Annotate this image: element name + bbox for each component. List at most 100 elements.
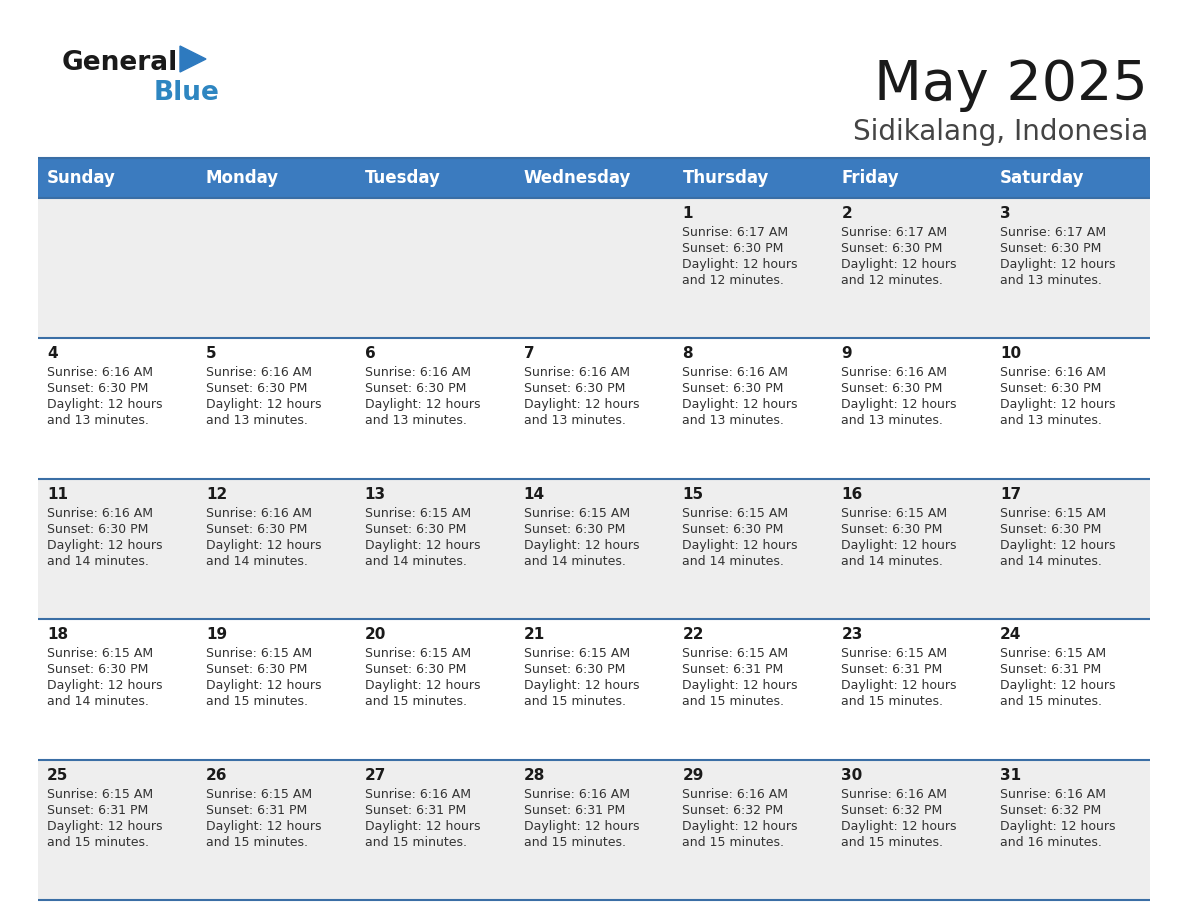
Text: Daylight: 12 hours: Daylight: 12 hours [48,679,163,692]
Text: Sunrise: 6:15 AM: Sunrise: 6:15 AM [524,647,630,660]
Text: 15: 15 [682,487,703,502]
Text: Sunrise: 6:16 AM: Sunrise: 6:16 AM [206,366,312,379]
Text: Sunrise: 6:16 AM: Sunrise: 6:16 AM [48,507,153,520]
Text: Sidikalang, Indonesia: Sidikalang, Indonesia [853,118,1148,146]
Text: and 14 minutes.: and 14 minutes. [524,554,625,568]
Bar [38,339,1150,479]
Text: Sunset: 6:30 PM: Sunset: 6:30 PM [48,522,148,536]
Text: Daylight: 12 hours: Daylight: 12 hours [48,820,163,833]
Bar [38,198,1150,339]
Text: Sunset: 6:30 PM: Sunset: 6:30 PM [682,242,784,255]
Text: Daylight: 12 hours: Daylight: 12 hours [365,539,480,552]
Text: and 15 minutes.: and 15 minutes. [524,695,626,708]
Text: 30: 30 [841,767,862,783]
Text: and 14 minutes.: and 14 minutes. [682,554,784,568]
Text: Friday: Friday [841,169,899,187]
Text: Sunrise: 6:15 AM: Sunrise: 6:15 AM [841,647,947,660]
Text: Sunrise: 6:16 AM: Sunrise: 6:16 AM [682,366,789,379]
Text: Sunrise: 6:15 AM: Sunrise: 6:15 AM [1000,647,1106,660]
Text: and 15 minutes.: and 15 minutes. [365,835,467,848]
Text: and 13 minutes.: and 13 minutes. [365,414,467,428]
Text: and 13 minutes.: and 13 minutes. [1000,274,1102,287]
Text: Monday: Monday [206,169,279,187]
Text: Sunrise: 6:16 AM: Sunrise: 6:16 AM [365,366,470,379]
Text: Sunset: 6:31 PM: Sunset: 6:31 PM [206,803,308,817]
Bar [833,158,991,198]
Text: and 13 minutes.: and 13 minutes. [206,414,308,428]
Text: 7: 7 [524,346,535,362]
Text: Sunrise: 6:17 AM: Sunrise: 6:17 AM [682,226,789,239]
Text: Sunrise: 6:15 AM: Sunrise: 6:15 AM [682,647,789,660]
Text: Daylight: 12 hours: Daylight: 12 hours [1000,539,1116,552]
Text: and 15 minutes.: and 15 minutes. [841,695,943,708]
Text: 12: 12 [206,487,227,502]
Text: Sunrise: 6:15 AM: Sunrise: 6:15 AM [48,647,153,660]
Text: Sunrise: 6:15 AM: Sunrise: 6:15 AM [365,647,470,660]
Text: Daylight: 12 hours: Daylight: 12 hours [365,820,480,833]
Text: Sunset: 6:30 PM: Sunset: 6:30 PM [524,663,625,677]
Text: Sunset: 6:30 PM: Sunset: 6:30 PM [206,522,308,536]
Text: Daylight: 12 hours: Daylight: 12 hours [841,679,956,692]
Text: General: General [62,50,178,76]
Text: Daylight: 12 hours: Daylight: 12 hours [1000,398,1116,411]
Text: Sunset: 6:30 PM: Sunset: 6:30 PM [1000,522,1101,536]
Text: 31: 31 [1000,767,1022,783]
Text: Daylight: 12 hours: Daylight: 12 hours [682,679,798,692]
Text: 29: 29 [682,767,703,783]
Text: Sunset: 6:30 PM: Sunset: 6:30 PM [1000,242,1101,255]
Text: and 14 minutes.: and 14 minutes. [48,554,148,568]
Text: Sunrise: 6:15 AM: Sunrise: 6:15 AM [682,507,789,520]
Text: Daylight: 12 hours: Daylight: 12 hours [682,258,798,271]
Text: Sunset: 6:30 PM: Sunset: 6:30 PM [365,383,466,396]
Text: 14: 14 [524,487,544,502]
Text: Sunrise: 6:16 AM: Sunrise: 6:16 AM [1000,366,1106,379]
Text: 9: 9 [841,346,852,362]
Bar [38,620,1150,759]
Text: and 13 minutes.: and 13 minutes. [841,414,943,428]
Bar [38,158,197,198]
Text: Sunrise: 6:15 AM: Sunrise: 6:15 AM [1000,507,1106,520]
Text: Sunset: 6:32 PM: Sunset: 6:32 PM [682,803,784,817]
Text: Sunrise: 6:16 AM: Sunrise: 6:16 AM [1000,788,1106,800]
Text: Daylight: 12 hours: Daylight: 12 hours [682,820,798,833]
Text: Daylight: 12 hours: Daylight: 12 hours [524,820,639,833]
Bar [197,158,355,198]
Text: and 14 minutes.: and 14 minutes. [206,554,308,568]
Text: and 13 minutes.: and 13 minutes. [682,414,784,428]
Text: and 15 minutes.: and 15 minutes. [206,835,308,848]
Text: Sunset: 6:32 PM: Sunset: 6:32 PM [841,803,942,817]
Text: 13: 13 [365,487,386,502]
Text: 8: 8 [682,346,693,362]
Text: Tuesday: Tuesday [365,169,441,187]
Text: Sunset: 6:30 PM: Sunset: 6:30 PM [365,522,466,536]
Text: Daylight: 12 hours: Daylight: 12 hours [48,539,163,552]
Text: 28: 28 [524,767,545,783]
Text: and 15 minutes.: and 15 minutes. [206,695,308,708]
Text: 24: 24 [1000,627,1022,643]
Text: 6: 6 [365,346,375,362]
Text: Sunset: 6:30 PM: Sunset: 6:30 PM [48,383,148,396]
Text: Sunrise: 6:15 AM: Sunrise: 6:15 AM [365,507,470,520]
Text: Sunrise: 6:16 AM: Sunrise: 6:16 AM [206,507,312,520]
Text: Sunday: Sunday [48,169,116,187]
Text: Sunrise: 6:15 AM: Sunrise: 6:15 AM [48,788,153,800]
Text: Daylight: 12 hours: Daylight: 12 hours [1000,679,1116,692]
Text: Sunset: 6:30 PM: Sunset: 6:30 PM [206,383,308,396]
Text: Sunset: 6:32 PM: Sunset: 6:32 PM [1000,803,1101,817]
Text: 17: 17 [1000,487,1022,502]
Text: Daylight: 12 hours: Daylight: 12 hours [841,258,956,271]
Text: 4: 4 [48,346,58,362]
Text: and 15 minutes.: and 15 minutes. [48,835,148,848]
Text: Daylight: 12 hours: Daylight: 12 hours [206,539,322,552]
Text: Daylight: 12 hours: Daylight: 12 hours [841,539,956,552]
Text: Sunrise: 6:16 AM: Sunrise: 6:16 AM [841,366,947,379]
Text: and 13 minutes.: and 13 minutes. [524,414,625,428]
Text: and 15 minutes.: and 15 minutes. [524,835,626,848]
Text: Sunset: 6:31 PM: Sunset: 6:31 PM [365,803,466,817]
Text: Sunrise: 6:17 AM: Sunrise: 6:17 AM [1000,226,1106,239]
Text: Sunrise: 6:16 AM: Sunrise: 6:16 AM [365,788,470,800]
Text: Daylight: 12 hours: Daylight: 12 hours [206,398,322,411]
Text: 2: 2 [841,206,852,221]
Text: Daylight: 12 hours: Daylight: 12 hours [841,398,956,411]
Text: Sunrise: 6:16 AM: Sunrise: 6:16 AM [524,366,630,379]
